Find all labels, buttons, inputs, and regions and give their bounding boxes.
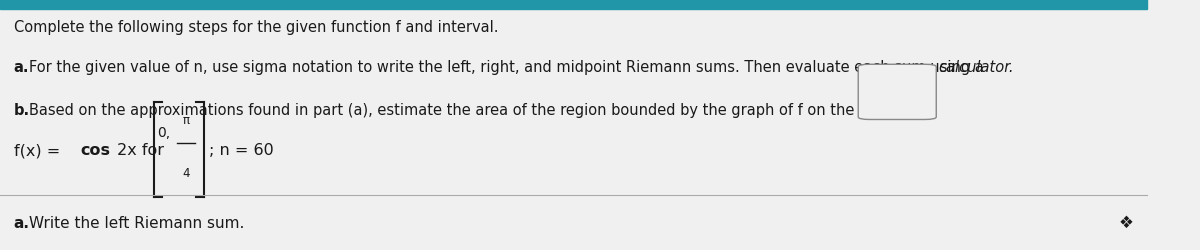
Text: 2x for: 2x for (113, 142, 164, 158)
FancyBboxPatch shape (858, 65, 936, 120)
FancyBboxPatch shape (0, 0, 1147, 10)
Text: b.: b. (13, 102, 30, 118)
Text: ; n = 60: ; n = 60 (209, 142, 274, 158)
Text: ❖: ❖ (1118, 214, 1134, 232)
Text: a.: a. (13, 60, 29, 75)
Text: Based on the approximations found in part (a), estimate the area of the region b: Based on the approximations found in par… (29, 102, 919, 118)
Text: calculator.: calculator. (938, 60, 1014, 75)
Text: π: π (182, 114, 190, 126)
Text: For the given value of n, use sigma notation to write the left, right, and midpo: For the given value of n, use sigma nota… (29, 60, 988, 75)
Text: cos: cos (80, 142, 110, 158)
Text: 4: 4 (182, 166, 190, 179)
Text: a.: a. (13, 215, 30, 230)
Text: 0,: 0, (157, 126, 170, 140)
Text: f(x) =: f(x) = (13, 142, 65, 158)
Text: ⋯: ⋯ (890, 86, 904, 100)
Text: Write the left Riemann sum.: Write the left Riemann sum. (29, 215, 244, 230)
Text: Complete the following steps for the given function f and interval.: Complete the following steps for the giv… (13, 20, 498, 35)
